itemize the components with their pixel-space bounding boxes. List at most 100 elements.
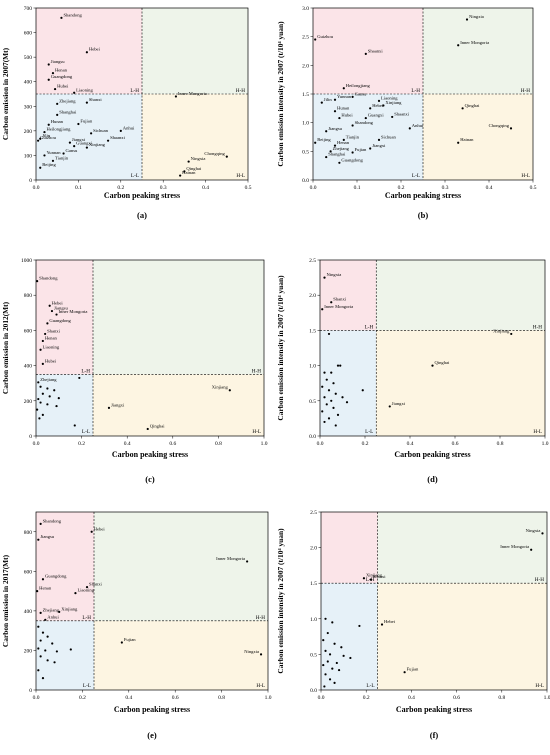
data-point-e (41, 631, 45, 634)
quadrant-hh-a (142, 8, 248, 94)
data-point-e (44, 649, 47, 652)
point-label-e: Anhui (47, 614, 59, 619)
panel-b-chart: 0.0 0.1 0.2 0.3 0.4 0.5 0.0 0.5 1.0 1.5 2.0 2.5 3.0 L… (276, 6, 537, 220)
y-tick-label-a: 200 (24, 129, 33, 135)
quadrant-label-lh-b: L-H (411, 88, 420, 94)
data-point-b (329, 150, 332, 153)
data-point-f (322, 663, 325, 667)
x-tick-label-c: 0.8 (215, 441, 222, 447)
data-point-b (364, 52, 367, 55)
y-tick-label-a: 400 (24, 80, 33, 86)
data-point-e (51, 642, 54, 645)
data-point-a (51, 159, 55, 162)
data-point-f (324, 673, 327, 676)
data-point-c (48, 395, 51, 398)
data-point-c (39, 348, 42, 351)
x-tick-label-d: 0.6 (452, 441, 459, 447)
quadrant-hl-e (94, 620, 268, 690)
x-axis-title-d: Carbon peaking stress (394, 450, 470, 459)
data-point-a (90, 132, 93, 135)
quadrant-label-ll-a: L-L (131, 173, 139, 179)
y-tick-label-e: 0 (29, 688, 32, 694)
x-tick-label-f: 0.2 (363, 695, 370, 701)
data-point-f (324, 649, 327, 652)
y-tick-label-b: 0.0 (302, 178, 309, 184)
point-label-b: Liaoning (381, 95, 398, 100)
quadrant-label-ll-b: L-L (412, 173, 420, 179)
point-label-a: Shanxi (89, 97, 102, 102)
data-point-d (327, 417, 331, 420)
quadrant-hl-f (377, 583, 547, 690)
data-point-b (465, 18, 469, 21)
y-tick-label-b: 2.5 (302, 35, 309, 41)
data-point-e (120, 641, 123, 644)
point-label-b: Shaanxi (368, 48, 384, 53)
point-label-b: Qinghai (465, 103, 481, 108)
data-point-c (107, 406, 111, 409)
point-label-a: Xinjiang (89, 142, 106, 147)
point-label-e: Ningxia (244, 649, 259, 654)
y-tick-label-c: 1000 (21, 258, 32, 264)
data-point-c (41, 339, 44, 343)
point-label-d: Jiangxi (392, 401, 406, 406)
x-axis-title-e: Carbon peaking stress (114, 705, 190, 714)
point-label-b: Tianjin (346, 134, 360, 139)
data-point-d (339, 364, 342, 367)
panel-label-f: (f) (430, 730, 439, 740)
x-tick-label-d: 0.0 (317, 441, 324, 447)
data-point-e (39, 639, 42, 642)
y-tick-label-c: 600 (24, 328, 33, 334)
data-point-e (69, 648, 72, 651)
panel-c-chart: 0.0 0.2 0.4 0.6 0.8 1.0 0 200 400 600 800 1000 L-H H-… (1, 258, 268, 484)
data-point-f (328, 678, 332, 681)
quadrant-label-hh-f: H-H (535, 577, 544, 583)
data-point-a (68, 141, 72, 144)
quadrant-hl-b (423, 94, 533, 180)
y-tick-label-e: 800 (24, 530, 33, 536)
point-label-b: Shanghai (328, 152, 346, 157)
data-point-e (58, 610, 61, 613)
point-label-d: Qinghai (435, 360, 451, 365)
x-tick-label-a: 0.3 (160, 185, 167, 191)
point-label-a: Tianjin (55, 155, 69, 160)
point-label-f: Hebei (384, 619, 396, 624)
data-point-a (183, 170, 186, 173)
data-point-f (326, 660, 329, 663)
y-tick-label-c: 400 (24, 364, 33, 370)
point-label-c: Liaoning (43, 344, 60, 349)
y-tick-label-a: 500 (24, 55, 33, 61)
quadrant-label-hh-d: H-H (533, 324, 542, 330)
data-point-c (78, 376, 81, 380)
y-tick-label-f: 2.5 (310, 510, 317, 516)
quadrant-label-hl-e: H-L (256, 683, 265, 689)
data-point-c (46, 322, 49, 325)
y-tick-label-c: 0 (29, 434, 32, 440)
panel-label-a: (a) (137, 210, 147, 220)
data-point-b (377, 138, 381, 141)
point-label-a: Shanghai (59, 109, 77, 114)
point-label-a: Hainan (182, 170, 196, 175)
data-point-f (349, 656, 352, 660)
data-point-b (382, 104, 385, 107)
point-label-e: Hebei (94, 526, 106, 531)
panel-f-chart: 0.00.20.40.60.81.00.00.51.01.52.02.5L-HH… (276, 510, 550, 740)
point-label-b: Guangxi (368, 113, 385, 118)
point-label-b: Gansu (355, 91, 367, 96)
quadrant-hl-d (376, 330, 545, 436)
data-point-f (335, 661, 338, 665)
point-label-c: Shanxi (47, 328, 60, 333)
x-tick-label-a: 0.0 (33, 185, 40, 191)
point-label-b: Inner Mongoria (460, 40, 489, 45)
point-label-b: Zhejiang (333, 146, 350, 151)
data-point-d (334, 424, 337, 427)
data-point-b (325, 130, 328, 133)
data-point-c (46, 403, 49, 406)
point-label-c: Hebei (52, 300, 64, 305)
point-label-d: Inner Mongoria (324, 304, 353, 309)
y-axis-title-e: Carbon emission in 2017(Mt) (1, 554, 10, 647)
y-tick-label-e: 200 (24, 648, 33, 654)
data-point-a (51, 72, 55, 75)
quadrant-label-hl-c: H-L (252, 429, 261, 435)
x-tick-label-b: 0.5 (530, 185, 537, 191)
data-point-f (323, 685, 326, 688)
